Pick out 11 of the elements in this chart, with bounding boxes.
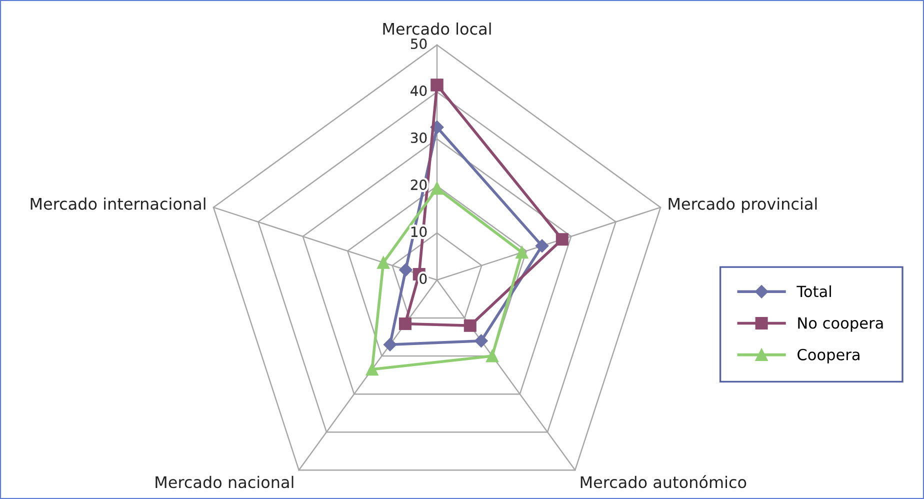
legend-label: No coopera bbox=[798, 317, 883, 332]
y-tick-label: 40 bbox=[410, 86, 427, 96]
y-tick-label: 30 bbox=[410, 132, 427, 144]
y-tick-label: 50 bbox=[411, 38, 427, 50]
legend-label: Total bbox=[796, 285, 831, 298]
spoke-label: Mercado provincial bbox=[668, 197, 817, 213]
legend-label: Coopera bbox=[798, 348, 860, 364]
spoke-label: Mercado local bbox=[383, 22, 491, 35]
spoke-label: Mercado internacional bbox=[30, 197, 206, 210]
spoke-label: Mercado nacional bbox=[156, 476, 294, 488]
spoke-label: Mercado autonómico bbox=[580, 475, 746, 488]
